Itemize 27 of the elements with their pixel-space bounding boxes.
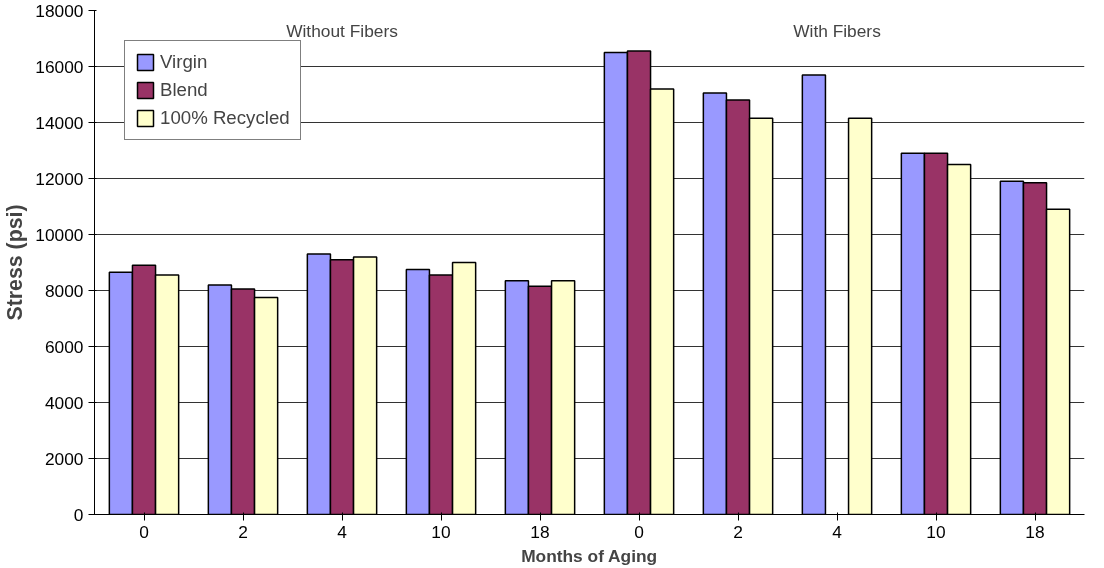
y-tick-label: 4000 bbox=[44, 392, 84, 413]
x-tick-label: 18 bbox=[530, 521, 550, 542]
x-tick-label: 10 bbox=[431, 521, 451, 542]
y-tick-label: 18000 bbox=[35, 0, 84, 21]
x-tick-label: 18 bbox=[1025, 521, 1045, 542]
y-tick-label: 6000 bbox=[44, 336, 84, 357]
y-tick-label: 14000 bbox=[35, 112, 84, 133]
legend-label: Virgin bbox=[160, 51, 208, 73]
y-tick-label: 10000 bbox=[35, 224, 84, 245]
y-tick-label: 2000 bbox=[44, 448, 84, 469]
y-tick-label: 16000 bbox=[35, 56, 84, 77]
x-tick-label: 0 bbox=[139, 521, 149, 542]
y-tick-label: 12000 bbox=[35, 168, 84, 189]
x-tick-label: 0 bbox=[634, 521, 644, 542]
x-tick-label: 4 bbox=[337, 521, 348, 542]
x-tick-label: 2 bbox=[733, 521, 743, 542]
legend-label: 100% Recycled bbox=[160, 107, 290, 129]
annotation: With Fibers bbox=[793, 20, 882, 41]
x-tick-label: 4 bbox=[832, 521, 843, 542]
annotation: Without Fibers bbox=[286, 20, 399, 41]
y-tick-label: 8000 bbox=[44, 280, 84, 301]
legend-label: Blend bbox=[160, 79, 208, 101]
x-axis-title: Months of Aging bbox=[521, 545, 658, 566]
x-tick-label: 2 bbox=[238, 521, 248, 542]
y-tick-label: 0 bbox=[73, 504, 84, 525]
x-tick-label: 10 bbox=[926, 521, 946, 542]
y-axis-title: Stress (psi) bbox=[3, 204, 28, 321]
